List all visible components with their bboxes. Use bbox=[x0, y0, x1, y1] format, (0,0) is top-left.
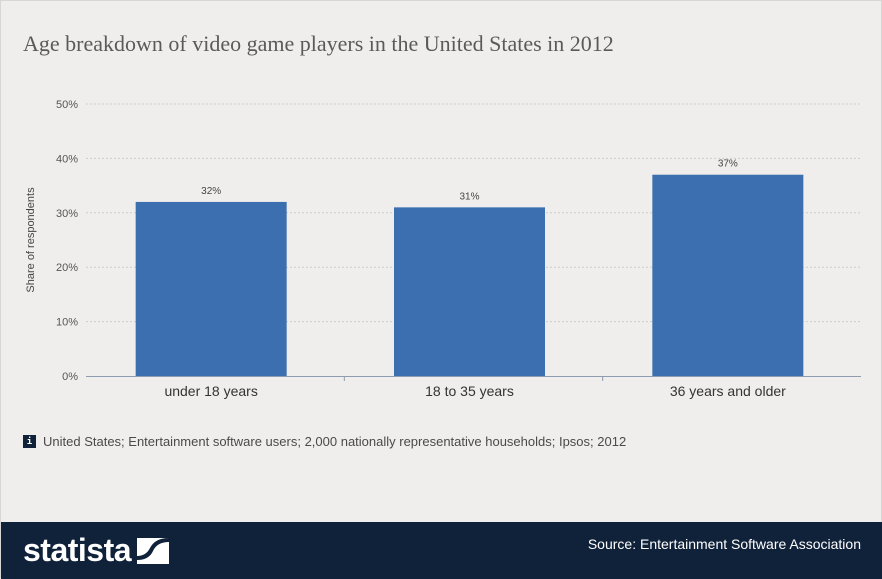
y-tick-label: 20% bbox=[56, 262, 78, 274]
bar bbox=[394, 207, 545, 376]
data-label: 32% bbox=[201, 186, 221, 197]
source-text: Source: Entertainment Software Associati… bbox=[587, 536, 861, 552]
y-tick-label: 30% bbox=[56, 208, 78, 220]
info-icon[interactable]: i bbox=[23, 435, 36, 448]
chart-note: i United States; Entertainment software … bbox=[23, 434, 626, 449]
y-tick-label: 0% bbox=[62, 371, 78, 383]
bar bbox=[652, 174, 804, 376]
chart-title: Age breakdown of video game players in t… bbox=[23, 31, 614, 56]
data-label: 37% bbox=[718, 159, 738, 170]
data-label: 31% bbox=[459, 191, 479, 202]
y-tick-label: 50% bbox=[56, 99, 78, 111]
y-tick-label: 40% bbox=[56, 153, 78, 165]
x-tick-label: under 18 years bbox=[164, 383, 257, 399]
note-text: United States; Entertainment software us… bbox=[43, 434, 627, 449]
footer: statista Source: Entertainment Software … bbox=[1, 522, 882, 579]
x-tick-label: 18 to 35 years bbox=[425, 383, 514, 399]
x-tick-label: 36 years and older bbox=[670, 383, 786, 399]
bar-chart: 0% 10% 20% 30% 40% 50% Share of respondents 32%… bbox=[25, 99, 861, 399]
logo-text: statista bbox=[23, 532, 132, 568]
statista-logo[interactable]: statista bbox=[23, 532, 170, 569]
y-axis-label: Share of respondents bbox=[25, 187, 37, 293]
y-tick-label: 10% bbox=[56, 317, 78, 329]
bar bbox=[135, 201, 287, 376]
statista-logo-icon bbox=[137, 537, 170, 564]
